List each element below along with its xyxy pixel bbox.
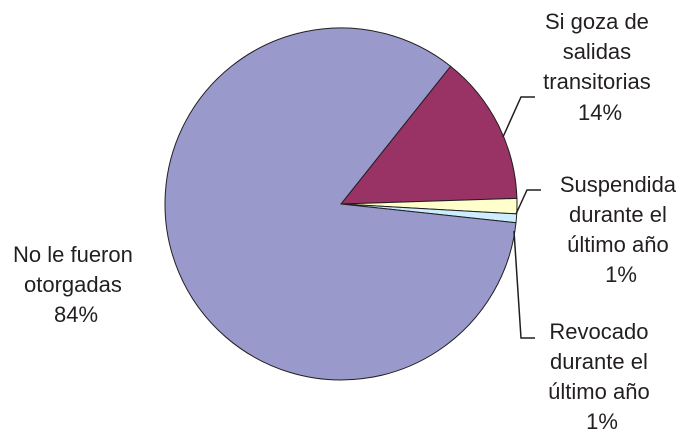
leader-line-suspendida <box>515 189 541 215</box>
slice-label-no-otorgadas-line1: No le fueron <box>13 242 133 267</box>
leader-line-revocado <box>513 230 535 339</box>
pie-slice-salidas <box>339 65 518 205</box>
slice-percent-revocado: 1% <box>586 409 618 433</box>
slice-label-revocado-line3: último año <box>548 379 650 404</box>
slice-label-no-otorgadas: No le fueron otorgadas 84% <box>13 242 139 327</box>
slice-percent-salidas: 14% <box>578 100 622 125</box>
slice-label-salidas: Si goza de salidas transitorias 14% <box>543 9 657 125</box>
slice-label-revocado-line1: Revocado <box>549 319 648 344</box>
slice-label-no-otorgadas-line2: otorgadas <box>24 272 122 297</box>
slice-label-revocado: Revocado durante el último año 1% <box>548 319 656 433</box>
pie-slices <box>164 27 518 381</box>
slice-label-salidas-line3: transitorias <box>543 69 651 94</box>
pie-slice-no-otorgadas <box>164 27 517 381</box>
leader-line-salidas <box>502 96 535 138</box>
slice-label-revocado-line2: durante el <box>550 349 648 374</box>
slice-label-salidas-line1: Si goza de <box>545 9 649 34</box>
slice-label-suspendida-line3: último año <box>567 232 669 257</box>
slice-label-salidas-line2: salidas <box>563 39 631 64</box>
slice-label-suspendida-line2: durante el <box>569 202 667 227</box>
slice-percent-no-otorgadas: 84% <box>54 302 98 327</box>
slice-percent-suspendida: 1% <box>605 262 637 287</box>
slice-label-suspendida-line1: Suspendida <box>560 172 677 197</box>
slice-label-suspendida: Suspendida durante el último año 1% <box>560 172 682 287</box>
